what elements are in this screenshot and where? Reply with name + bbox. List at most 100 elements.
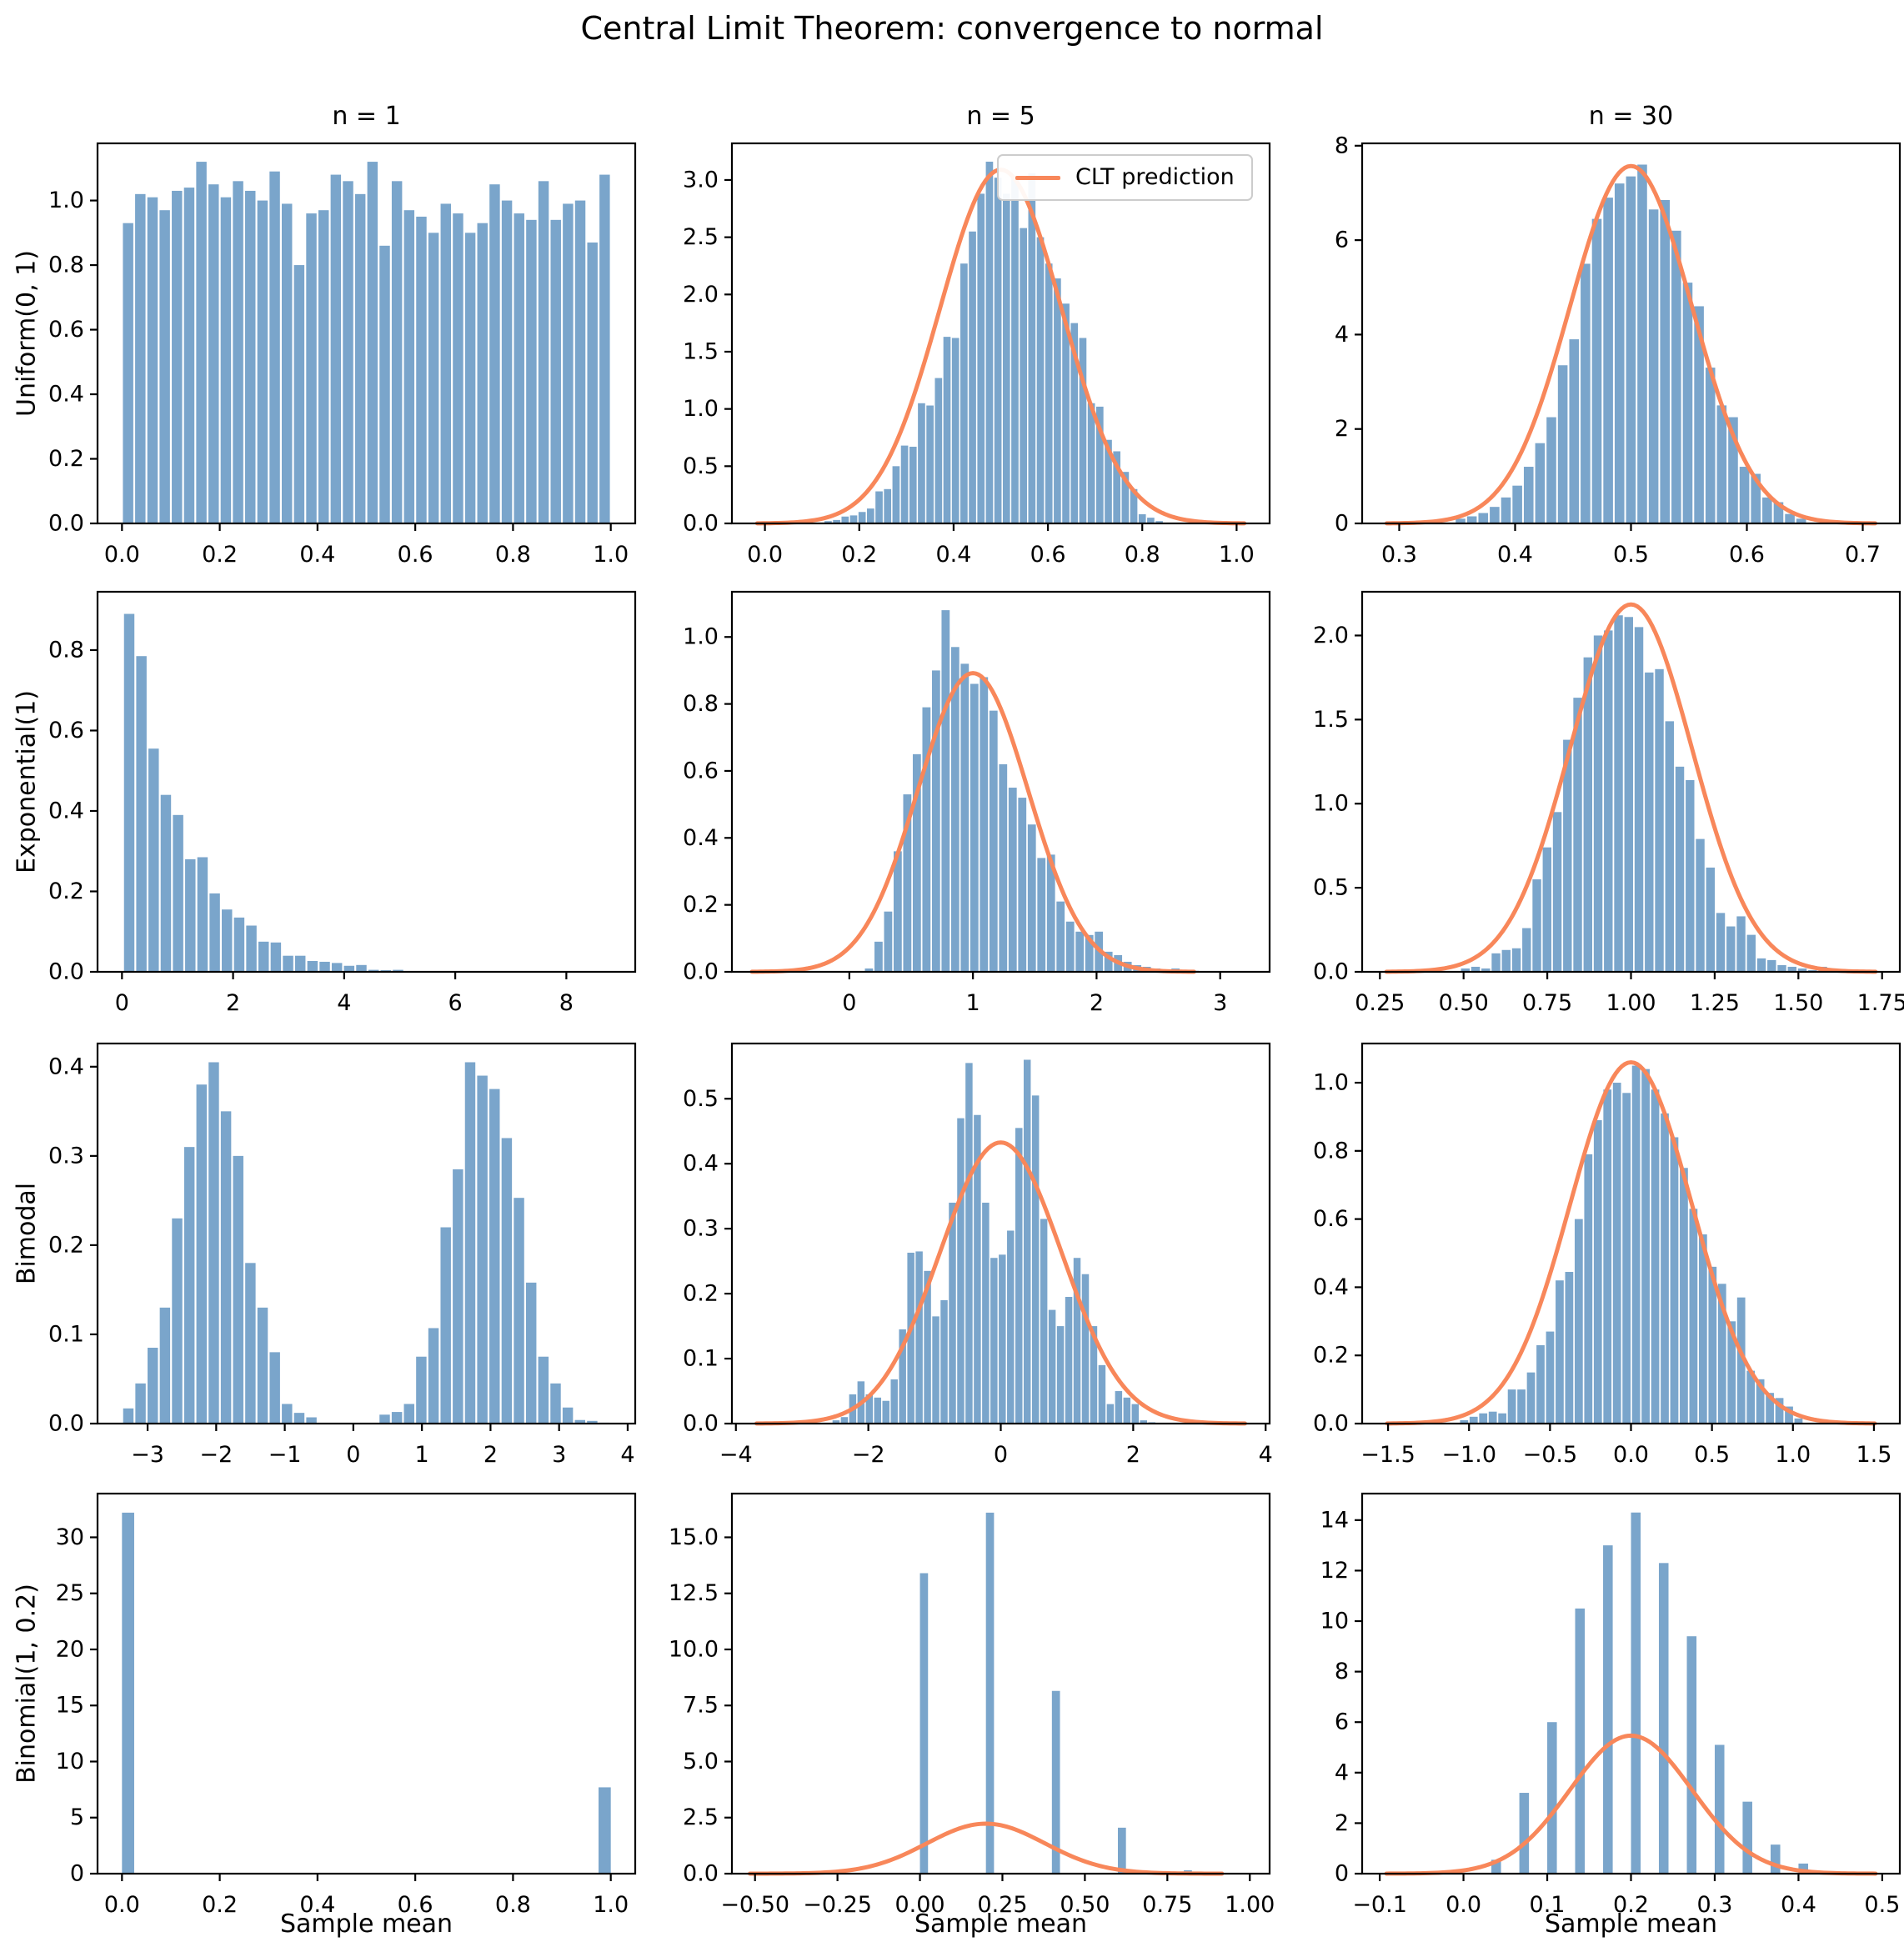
y-ticks: 0.0 0.5 1.0 1.5 2.0 (1313, 623, 1362, 985)
y-tick-label: 10 (56, 1749, 84, 1774)
y-tick-label: 0.8 (683, 691, 719, 717)
y-tick-label: 0.6 (48, 317, 84, 343)
y-tick-label: 0.2 (48, 1232, 84, 1258)
x-tick-label: 0.0 (104, 542, 140, 568)
x-tick-label: 1.25 (1690, 990, 1740, 1016)
x-tick-label: −0.5 (1523, 1442, 1578, 1468)
x-tick-label: 0.5 (1694, 1442, 1730, 1468)
y-tick-label: 1.0 (683, 396, 719, 422)
x-tick-label: 0.3 (1696, 1892, 1732, 1918)
subplot-uniform-n30: 0.3 0.4 0.5 0.6 0.7 0 2 4 6 8 (1335, 133, 1901, 568)
y-tick-label: 0.0 (683, 959, 719, 985)
y-tick-label: 0.6 (1313, 1206, 1349, 1232)
row-label-uniform: Uniform(0, 1) (12, 250, 42, 417)
x-tick-label: 0.50 (1439, 990, 1489, 1016)
y-tick-label: 8 (1335, 133, 1349, 158)
x-ticks: 0.25 0.50 0.75 1.00 1.25 1.50 1.75 (1355, 972, 1904, 1016)
x-tick-label: 0.4 (299, 1892, 335, 1918)
y-tick-label: 15 (56, 1693, 84, 1719)
y-tick-label: 0.0 (1313, 1411, 1349, 1437)
x-ticks: 0.0 0.2 0.4 0.6 0.8 1.0 (104, 523, 629, 568)
x-ticks: −4 −2 0 2 4 (719, 1424, 1273, 1468)
clt-curve (749, 671, 1196, 974)
y-ticks: 0 5 10 15 20 25 30 (56, 1524, 98, 1887)
subplot-exponential-n30: 0.25 0.50 0.75 1.00 1.25 1.50 1.75 0.0 0.5 1.0 1.5… (1313, 590, 1904, 1016)
y-tick-label: 0.4 (683, 1151, 719, 1177)
y-tick-label: 0 (1335, 1861, 1349, 1887)
x-tick-label: 0.2 (202, 542, 238, 568)
x-tick-label: −1.0 (1441, 1442, 1496, 1468)
x-tick-label: −1.5 (1360, 1442, 1415, 1468)
y-tick-label: 0.5 (683, 453, 719, 479)
x-tick-label: 0 (346, 1442, 360, 1468)
x-tick-label: 0.0 (747, 542, 783, 568)
y-tick-label: 1.0 (48, 188, 84, 213)
x-ticks: 0.0 0.2 0.4 0.6 0.8 1.0 (104, 1874, 629, 1918)
x-tick-label: −4 (719, 1442, 753, 1468)
x-tick-label: 1.00 (1606, 990, 1656, 1016)
figure-title: Central Limit Theorem: convergence to no… (580, 10, 1324, 47)
axes-frame (96, 1042, 637, 1425)
y-tick-label: 6 (1335, 228, 1349, 253)
x-tick-label: 0.4 (935, 542, 971, 568)
y-tick-label: 1.5 (1313, 707, 1349, 733)
x-tick-label: 0.2 (841, 542, 877, 568)
x-tick-label: 1.50 (1773, 990, 1823, 1016)
x-ticks: 0 1 2 3 (842, 972, 1227, 1016)
y-tick-label: 2.0 (1313, 623, 1349, 648)
clt-curve (1384, 602, 1878, 974)
x-ticks: −0.50 −0.25 0.00 0.25 0.50 0.75 1.00 (720, 1874, 1275, 1918)
y-tick-label: 1.0 (1313, 1070, 1349, 1096)
x-tick-label: 0.6 (1030, 542, 1066, 568)
y-tick-label: 0.0 (48, 511, 84, 537)
y-tick-label: 5 (70, 1804, 84, 1830)
y-tick-label: 0 (1335, 511, 1349, 537)
histogram-bars (1460, 1065, 1803, 1424)
y-tick-label: 0.4 (48, 798, 84, 823)
x-tick-label: 0.4 (299, 542, 335, 568)
y-ticks: 0.0 0.1 0.2 0.3 0.4 0.5 (683, 1086, 732, 1437)
subplot-binomial-n30: −0.1 0.0 0.1 0.2 0.3 0.4 0.5 0 2 4 6 8 10 12 14 (1320, 1492, 1901, 1918)
x-tick-label: −0.1 (1352, 1892, 1407, 1918)
x-ticks: 0.3 0.4 0.5 0.6 0.7 (1381, 523, 1881, 568)
column-title-n5: n = 5 (966, 102, 1035, 131)
subplot-exponential-n1: 0 2 4 6 8 0.0 0.2 0.4 0.6 0.8 (48, 590, 637, 1016)
y-ticks: 0 2 4 6 8 10 12 14 (1320, 1507, 1362, 1887)
y-tick-label: 0.5 (683, 1086, 719, 1112)
x-tick-label: 0.75 (1522, 990, 1572, 1016)
x-axis-label-col3: Sample mean (1544, 1909, 1718, 1939)
x-tick-label: 0.00 (894, 1892, 944, 1918)
y-tick-label: 0.2 (683, 892, 719, 918)
x-tick-label: −0.25 (803, 1892, 872, 1918)
x-tick-label: 3 (552, 1442, 566, 1468)
x-tick-label: 0.50 (1060, 1892, 1110, 1918)
y-tick-label: 8 (1335, 1659, 1349, 1684)
y-tick-label: 2 (1335, 1810, 1349, 1836)
x-tick-label: 0.6 (1729, 542, 1765, 568)
histogram-bars (824, 161, 1163, 524)
y-tick-label: 2 (1335, 416, 1349, 442)
y-tick-label: 0.8 (1313, 1138, 1349, 1164)
y-tick-label: 3.0 (683, 167, 719, 193)
x-tick-label: 2 (1090, 990, 1104, 1016)
histogram-bars (864, 610, 1247, 972)
y-tick-label: 1.0 (683, 624, 719, 650)
row-label-bimodal: Bimodal (12, 1182, 42, 1285)
histogram-bars (1461, 615, 1837, 972)
y-tick-label: 15.0 (669, 1524, 719, 1550)
x-axis-label-col1: Sample mean (279, 1909, 453, 1939)
axes-frame (730, 590, 1271, 974)
x-tick-label: 0 (115, 990, 129, 1016)
y-tick-label: 2.5 (683, 224, 719, 250)
y-tick-label: 12.5 (669, 1580, 719, 1606)
y-ticks: 0.0 2.5 5.0 7.5 10.0 12.5 15.0 (669, 1524, 732, 1887)
y-tick-label: 0.6 (683, 758, 719, 783)
x-tick-label: 1.0 (1219, 542, 1255, 568)
x-tick-label: 0.5 (1864, 1892, 1900, 1918)
x-tick-label: 4 (337, 990, 351, 1016)
histogram-bars (1491, 1512, 1836, 1874)
histogram-bars (123, 613, 611, 972)
y-tick-label: 0.3 (48, 1143, 84, 1169)
axes-frame (730, 142, 1271, 525)
